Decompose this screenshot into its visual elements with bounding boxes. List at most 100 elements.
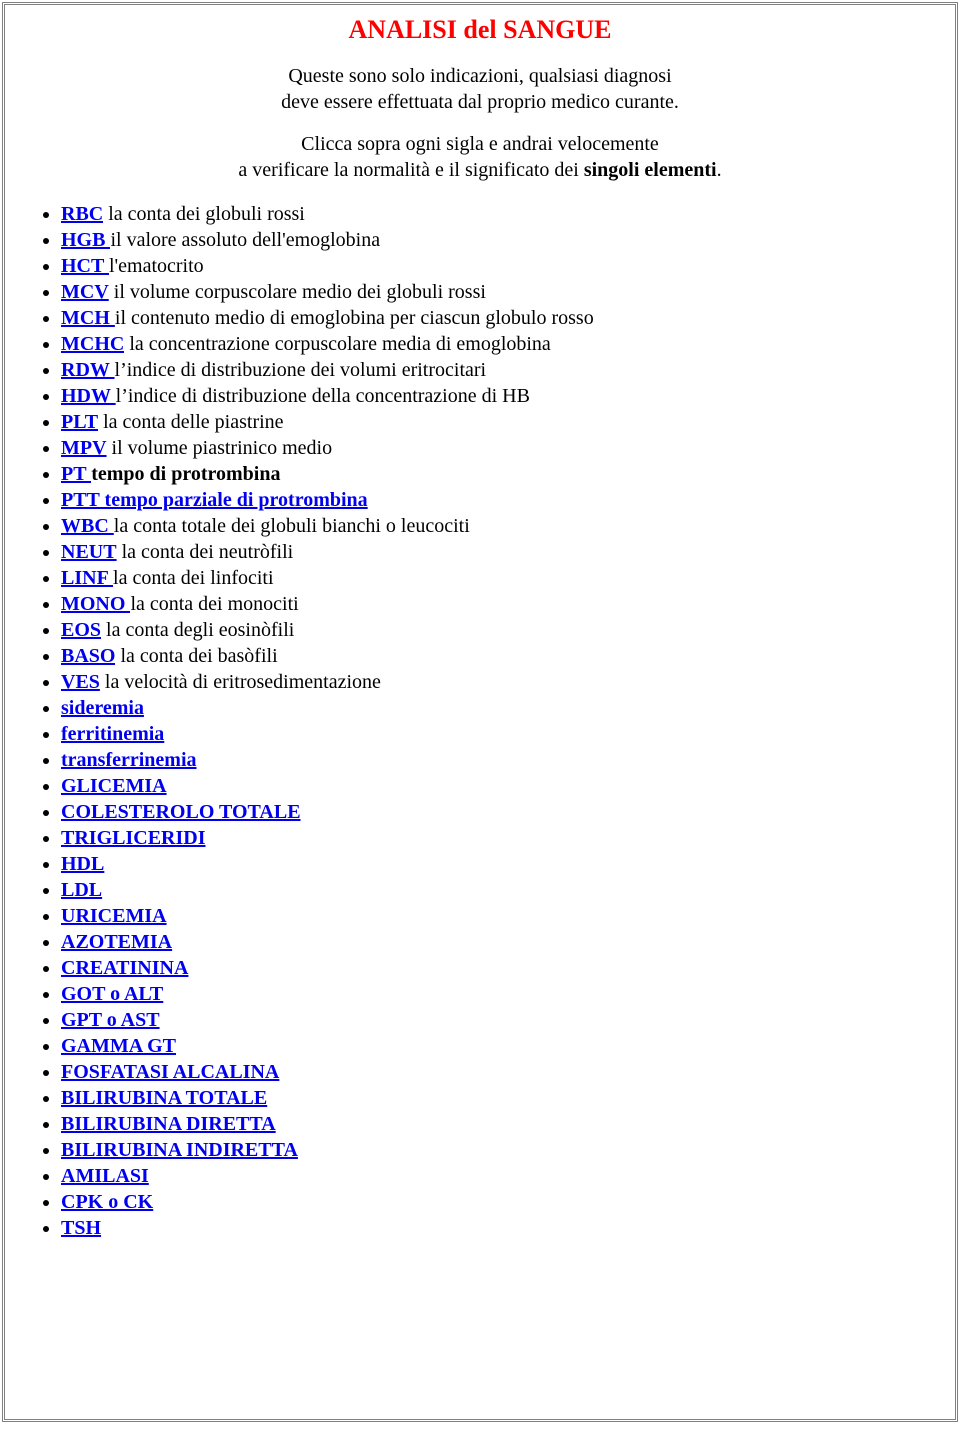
analysis-link[interactable]: HGB [61,229,110,251]
list-item: EOS la conta degli eosinòfili [61,617,947,643]
intro-line-1: Queste sono solo indicazioni, qualsiasi … [288,65,671,87]
analysis-description: l’indice di distribuzione della concentr… [116,385,530,407]
analysis-link[interactable]: PLT [61,411,98,433]
analysis-link[interactable]: MCHC [61,333,124,355]
list-item: PTT tempo parziale di protrombina [61,487,947,513]
analysis-link[interactable]: RDW [61,359,115,381]
analysis-description: la concentrazione corpuscolare media di … [124,333,550,355]
analysis-link[interactable]: LDL [61,879,102,901]
list-item: MCHC la concentrazione corpuscolare medi… [61,331,947,357]
list-item: COLESTEROLO TOTALE [61,799,947,825]
list-item: RBC la conta dei globuli rossi [61,201,947,227]
analysis-link[interactable]: HDL [61,853,104,875]
analysis-link[interactable]: COLESTEROLO TOTALE [61,801,301,823]
list-item: MCV il volume corpuscolare medio dei glo… [61,279,947,305]
analysis-link[interactable]: transferrinemia [61,749,197,771]
analysis-description: il volume corpuscolare medio dei globuli… [109,281,486,303]
instruction-line-2c: . [717,159,722,181]
list-item: LDL [61,877,947,903]
analysis-link[interactable]: MCH [61,307,115,329]
analysis-link[interactable]: GLICEMIA [61,775,167,797]
list-item: HDL [61,851,947,877]
analysis-link[interactable]: BASO [61,645,115,667]
content-frame: ANALISI del SANGUE Queste sono solo indi… [2,2,958,1422]
analysis-link[interactable]: AZOTEMIA [61,931,172,953]
list-item: BASO la conta dei basòfili [61,643,947,669]
analysis-description: la conta dei basòfili [115,645,277,667]
analysis-link[interactable]: CREATININA [61,957,188,979]
list-item: BILIRUBINA INDIRETTA [61,1137,947,1163]
instruction-paragraph: Clicca sopra ogni sigla e andrai velocem… [13,131,947,183]
analysis-link[interactable]: BILIRUBINA DIRETTA [61,1113,276,1135]
list-item: BILIRUBINA TOTALE [61,1085,947,1111]
analysis-link[interactable]: AMILASI [61,1165,149,1187]
list-item: FOSFATASI ALCALINA [61,1059,947,1085]
list-item: GLICEMIA [61,773,947,799]
instruction-line-2b: singoli elementi [584,159,717,181]
list-item: CPK o CK [61,1189,947,1215]
analysis-link[interactable]: GPT o AST [61,1009,160,1031]
analysis-description: l’indice di distribuzione dei volumi eri… [115,359,487,381]
list-item: MONO la conta dei monociti [61,591,947,617]
list-item: TSH [61,1215,947,1241]
analysis-link[interactable]: BILIRUBINA TOTALE [61,1087,267,1109]
analysis-description: la velocità di eritrosedimentazione [100,671,381,693]
analysis-link[interactable]: NEUT [61,541,117,563]
analysis-description: la conta dei monociti [130,593,298,615]
analysis-description: il volume piastrinico medio [107,437,333,459]
analysis-link[interactable]: URICEMIA [61,905,167,927]
list-item: HDW l’indice di distribuzione della conc… [61,383,947,409]
list-item: HGB il valore assoluto dell'emoglobina [61,227,947,253]
analysis-link[interactable]: MCV [61,281,109,303]
analysis-link[interactable]: HDW [61,385,116,407]
list-item: HCT l'ematocrito [61,253,947,279]
analysis-link[interactable]: TSH [61,1217,101,1239]
list-item: AMILASI [61,1163,947,1189]
list-item: TRIGLICERIDI [61,825,947,851]
analysis-link[interactable]: ferritinemia [61,723,164,745]
intro-paragraph: Queste sono solo indicazioni, qualsiasi … [13,63,947,115]
analysis-link[interactable]: HCT [61,255,109,277]
list-item: ferritinemia [61,721,947,747]
list-item: URICEMIA [61,903,947,929]
analysis-link[interactable]: TRIGLICERIDI [61,827,205,849]
analysis-description: il valore assoluto dell'emoglobina [110,229,380,251]
analysis-list: RBC la conta dei globuli rossiHGB il val… [13,201,947,1241]
list-item: transferrinemia [61,747,947,773]
analysis-link[interactable]: EOS [61,619,101,641]
analysis-link[interactable]: VES [61,671,100,693]
analysis-description: la conta delle piastrine [98,411,283,433]
analysis-link[interactable]: LINF [61,567,113,589]
list-item: PT tempo di protrombina [61,461,947,487]
intro-line-2: deve essere effettuata dal proprio medic… [281,91,679,113]
analysis-link[interactable]: CPK o CK [61,1191,153,1213]
analysis-link[interactable]: WBC [61,515,114,537]
analysis-link[interactable]: GOT o ALT [61,983,163,1005]
list-item: GPT o AST [61,1007,947,1033]
analysis-link[interactable]: sideremia [61,697,144,719]
list-item: WBC la conta totale dei globuli bianchi … [61,513,947,539]
list-item: MCH il contenuto medio di emoglobina per… [61,305,947,331]
analysis-link[interactable]: FOSFATASI ALCALINA [61,1061,279,1083]
analysis-link[interactable]: BILIRUBINA INDIRETTA [61,1139,298,1161]
analysis-description: la conta dei linfociti [113,567,274,589]
instruction-line-1: Clicca sopra ogni sigla e andrai velocem… [301,133,659,155]
list-item: GAMMA GT [61,1033,947,1059]
list-item: LINF la conta dei linfociti [61,565,947,591]
list-item: BILIRUBINA DIRETTA [61,1111,947,1137]
title-text: ANALISI del SANGUE [349,15,612,44]
analysis-description: il contenuto medio di emoglobina per cia… [115,307,594,329]
analysis-link[interactable]: RBC [61,203,103,225]
instruction-line-2a: a verificare la normalità e il significa… [238,159,583,181]
analysis-link[interactable]: GAMMA GT [61,1035,176,1057]
analysis-description: la conta dei neutròfili [117,541,294,563]
list-item: NEUT la conta dei neutròfili [61,539,947,565]
list-item: sideremia [61,695,947,721]
analysis-link[interactable]: PT [61,463,91,485]
analysis-link[interactable]: MONO [61,593,130,615]
analysis-link[interactable]: MPV [61,437,107,459]
analysis-link[interactable]: PTT tempo parziale di protrombina [61,489,368,511]
list-item: RDW l’indice di distribuzione dei volumi… [61,357,947,383]
page-title: ANALISI del SANGUE [13,13,947,47]
list-item: VES la velocità di eritrosedimentazione [61,669,947,695]
